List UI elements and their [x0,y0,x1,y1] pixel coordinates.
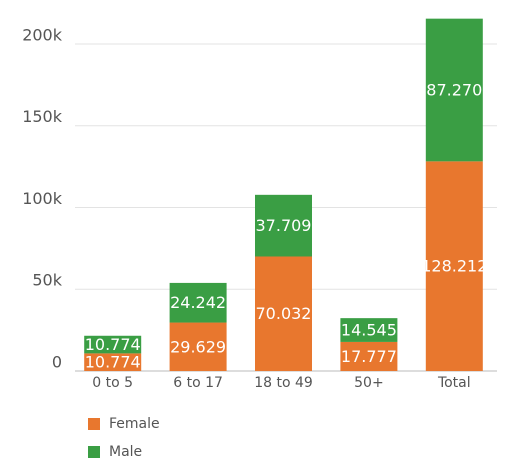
x-tick-label: Total [437,375,471,391]
y-tick-label: 200k [22,25,63,44]
bar-segment [340,341,398,371]
bar-segment [340,318,398,342]
bar-segment [84,335,142,354]
x-tick-label: 0 to 5 [92,375,133,391]
data-label: 24.242 [170,293,226,312]
data-label: 128.212 [421,257,487,276]
data-label: 87.270 [426,81,482,100]
data-label: 14.545 [341,321,397,340]
data-label: 10.774 [85,353,141,372]
bar-segment [169,282,227,323]
bar-segment [425,161,483,371]
data-label: 17.777 [341,347,397,366]
y-tick-label: 0 [52,353,62,372]
legend-swatch [88,418,100,430]
data-label: 10.774 [85,335,141,354]
data-label: 29.629 [170,337,226,356]
bar-segment [255,194,312,257]
x-tick-label: 18 to 49 [254,375,313,391]
x-tick-label: 50+ [354,375,384,391]
bar-segment [255,256,312,371]
y-tick-label: 100k [22,189,63,208]
y-tick-label: 50k [32,271,62,290]
legend-label: Male [109,444,142,460]
data-label: 70.032 [256,304,312,323]
y-tick-label: 150k [22,107,63,126]
bar-segment [84,353,142,371]
data-label: 37.709 [256,216,312,235]
bar-segment [425,18,483,162]
bar-segment [169,322,227,371]
legend-label: Female [109,416,160,432]
legend-swatch [88,446,100,458]
x-tick-label: 6 to 17 [173,375,223,391]
